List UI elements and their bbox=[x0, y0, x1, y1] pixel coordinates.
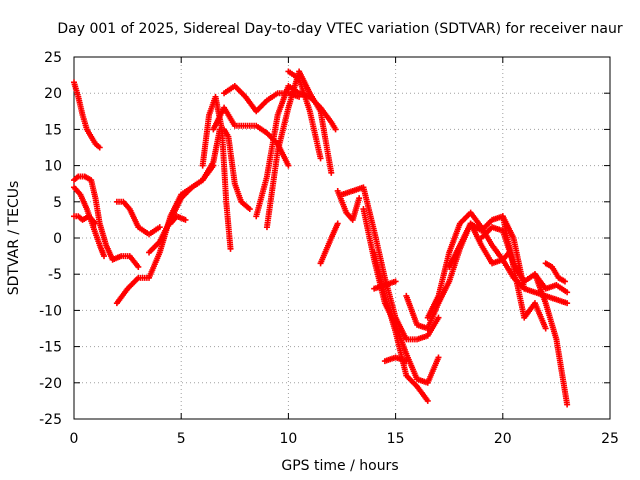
data-point bbox=[564, 289, 571, 296]
x-tick-label: 20 bbox=[494, 431, 512, 447]
chart-title: Day 001 of 2025, Sidereal Day-to-day VTE… bbox=[57, 21, 623, 37]
data-series bbox=[542, 260, 568, 285]
data-series bbox=[424, 209, 513, 321]
data-series bbox=[146, 126, 223, 256]
y-tick-label: -25 bbox=[39, 412, 62, 428]
data-point bbox=[156, 224, 163, 231]
data-point bbox=[101, 253, 108, 260]
y-tick-label: -15 bbox=[39, 340, 62, 356]
data-point bbox=[435, 354, 442, 361]
data-series bbox=[285, 68, 324, 162]
y-tick-label: -20 bbox=[39, 376, 62, 392]
grid-lines bbox=[74, 57, 610, 419]
y-tick-label: 10 bbox=[44, 159, 62, 175]
y-tick-labels: -25 -20 -15 -10 -5 0 5 10 15 20 25 bbox=[39, 50, 62, 428]
data-point bbox=[317, 155, 324, 162]
data-series bbox=[317, 220, 341, 267]
data-point bbox=[564, 300, 571, 307]
data-point bbox=[135, 263, 142, 270]
data-point bbox=[332, 126, 339, 133]
data-point bbox=[403, 358, 410, 365]
data-point bbox=[328, 169, 335, 176]
data-series bbox=[339, 184, 442, 343]
y-tick-label: 0 bbox=[53, 231, 62, 247]
data-series bbox=[446, 220, 506, 270]
y-tick-label: 20 bbox=[44, 86, 62, 102]
data-series bbox=[263, 68, 335, 231]
data-series bbox=[199, 93, 234, 252]
y-tick-label: 25 bbox=[44, 50, 62, 66]
y-tick-label: 15 bbox=[44, 122, 62, 138]
data-series bbox=[71, 79, 103, 151]
data-series bbox=[531, 271, 571, 408]
data-point bbox=[435, 314, 442, 321]
x-tick-label: 10 bbox=[279, 431, 297, 447]
data-point bbox=[542, 325, 549, 332]
x-tick-label: 15 bbox=[387, 431, 405, 447]
data-series bbox=[71, 213, 99, 227]
data-series bbox=[381, 354, 410, 365]
y-tick-label: -5 bbox=[48, 267, 62, 283]
data-point bbox=[424, 397, 431, 404]
x-tick-labels: 0 5 10 15 20 25 bbox=[70, 431, 619, 447]
data-series bbox=[499, 213, 549, 332]
data-point bbox=[92, 220, 99, 227]
y-tick-label: 5 bbox=[53, 195, 62, 211]
data-point bbox=[564, 401, 571, 408]
data-point bbox=[285, 162, 292, 169]
data-series bbox=[113, 198, 163, 238]
data-point bbox=[334, 220, 341, 227]
data-point bbox=[182, 216, 189, 223]
y-tick-label: -10 bbox=[39, 303, 62, 319]
data-point bbox=[356, 195, 363, 202]
x-tick-label: 0 bbox=[70, 431, 79, 447]
data-series bbox=[371, 278, 399, 292]
data-series bbox=[221, 126, 253, 213]
data-point bbox=[561, 278, 568, 285]
data-point bbox=[96, 144, 103, 151]
data-series bbox=[403, 292, 442, 332]
data-points bbox=[71, 68, 571, 408]
x-tick-label: 5 bbox=[177, 431, 186, 447]
data-point bbox=[246, 206, 253, 213]
x-axis-label: GPS time / hours bbox=[281, 458, 398, 474]
data-point bbox=[392, 278, 399, 285]
y-axis-label: SDTVAR / TECUs bbox=[6, 181, 22, 296]
x-tick-label: 25 bbox=[601, 431, 619, 447]
data-series bbox=[221, 82, 303, 115]
data-series bbox=[71, 173, 142, 270]
data-point bbox=[227, 245, 234, 252]
data-series bbox=[167, 213, 189, 227]
